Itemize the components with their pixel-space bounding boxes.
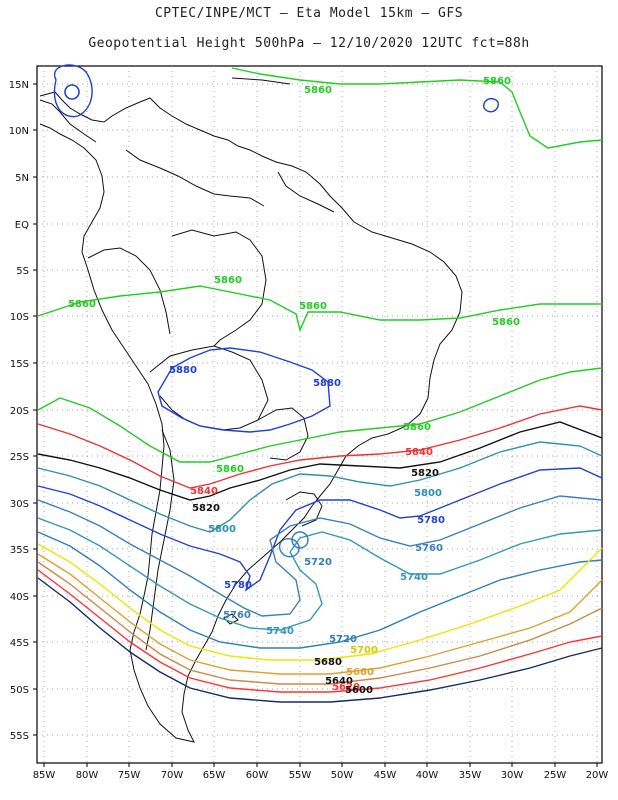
x-tick-label: 55W — [289, 770, 312, 781]
y-tick-label: 5S — [16, 266, 29, 277]
y-tick-label: 15S — [10, 359, 29, 370]
y-tick-label: 30S — [10, 499, 29, 510]
contour-label: 5840 — [405, 447, 433, 458]
x-tick-label: 60W — [246, 770, 269, 781]
x-tick-label: 50W — [331, 770, 354, 781]
x-tick-label: 35W — [459, 770, 482, 781]
central-america — [39, 99, 97, 143]
contour-label: 5860 — [216, 464, 244, 475]
contour-label: 5740 — [266, 626, 294, 637]
colombia-venezuela-border — [125, 149, 265, 207]
contour-line — [53, 64, 93, 118]
y-tick-label: 10N — [9, 126, 29, 137]
y-tick-label: 45S — [10, 638, 29, 649]
contour-line — [37, 577, 603, 703]
contour-line — [231, 67, 603, 149]
contour-label: 5760 — [223, 610, 251, 621]
contour-label: 5640 — [325, 676, 353, 687]
x-tick-label: 30W — [501, 770, 524, 781]
contour-label: 5760 — [415, 543, 443, 554]
south-america-coastline — [39, 91, 463, 743]
contour-label: 5720 — [329, 634, 357, 645]
graticule — [37, 66, 602, 763]
contour-line — [483, 97, 499, 113]
height-contours — [37, 64, 603, 703]
contour-label: 5860 — [299, 301, 327, 312]
contour-label: 5860 — [403, 422, 431, 433]
contour-ring — [291, 531, 309, 549]
chile-argentina-border — [145, 429, 175, 651]
map-title: CPTEC/INPE/MCT – Eta Model 15km – GFS — [154, 6, 464, 21]
map-subtitle: Geopotential Height 500hPa – 12/10/2020 … — [88, 36, 530, 51]
contour-label: 5660 — [346, 667, 374, 678]
y-tick-label: 25S — [10, 452, 29, 463]
y-tick-label: 20S — [10, 406, 29, 417]
contour-label: 5840 — [190, 486, 218, 497]
guianas-border — [277, 171, 335, 213]
y-tick-label: 15N — [9, 80, 29, 91]
contour-line — [37, 543, 603, 661]
x-tick-label: 65W — [203, 770, 226, 781]
contour-line — [278, 538, 300, 558]
contour-line — [37, 405, 603, 489]
contour-label: 5880 — [169, 365, 197, 376]
contour-label: 5800 — [414, 488, 442, 499]
contour-label: 5680 — [314, 657, 342, 668]
contour-label: 5720 — [304, 557, 332, 568]
contour-label: 5860 — [492, 317, 520, 328]
contour-line — [157, 347, 331, 433]
contour-label: 5740 — [400, 572, 428, 583]
contour-label: 5620 — [332, 682, 360, 693]
contour-labels: 5860 5860 5860 5860 5860 5860 5860 5880 5880 5860… — [68, 76, 520, 696]
contour-label: 5600 — [345, 685, 373, 696]
contour-label: 5860 — [214, 275, 242, 286]
contour-line — [37, 569, 603, 693]
x-tick-label: 70W — [161, 770, 184, 781]
y-tick-label: EQ — [15, 220, 29, 231]
contour-label: 5860 — [483, 76, 511, 87]
falklands — [223, 613, 239, 625]
y-tick-label: 55S — [10, 731, 29, 742]
paraguay-border — [257, 407, 309, 461]
contour-line — [37, 285, 602, 333]
contour-line — [37, 495, 603, 617]
x-tick-label: 45W — [374, 770, 397, 781]
y-tick-label: 35S — [10, 545, 29, 556]
contour-line — [37, 561, 603, 685]
contour-label: 5860 — [68, 299, 96, 310]
x-tick-label: 80W — [76, 770, 99, 781]
uruguay-border — [285, 491, 323, 527]
contour-label: 5860 — [304, 85, 332, 96]
y-tick-label: 50S — [10, 685, 29, 696]
x-tick-label: 20W — [586, 770, 609, 781]
brazil-west-border — [171, 229, 267, 347]
contour-ring — [64, 84, 80, 100]
contour-line — [37, 421, 603, 501]
contour-label: 5780 — [224, 580, 252, 591]
contour-line — [37, 467, 603, 592]
y-tick-label: 40S — [10, 592, 29, 603]
contour-line — [37, 367, 603, 463]
contour-line — [37, 517, 603, 631]
contour-line — [37, 531, 603, 649]
contour-line — [37, 553, 603, 675]
contour-label: 5820 — [411, 468, 439, 479]
contour-label: 5820 — [192, 503, 220, 514]
peru-ecuador-border — [87, 247, 171, 335]
contour-label: 5700 — [350, 645, 378, 656]
y-tick-label: 10S — [10, 312, 29, 323]
x-tick-label: 25W — [544, 770, 567, 781]
axis-tick-labels: 85W 80W 75W 70W 65W 60W 55W 50W 45W 40W 35W 30W 25W 2… — [9, 80, 609, 781]
x-tick-label: 40W — [416, 770, 439, 781]
contour-label: 5800 — [208, 524, 236, 535]
caribbean-islands — [231, 77, 291, 85]
contour-label: 5880 — [313, 378, 341, 389]
contour-line — [37, 441, 603, 533]
x-tick-label: 75W — [118, 770, 141, 781]
contour-label: 5780 — [417, 515, 445, 526]
x-tick-label: 85W — [33, 770, 56, 781]
y-tick-label: 5N — [15, 173, 29, 184]
